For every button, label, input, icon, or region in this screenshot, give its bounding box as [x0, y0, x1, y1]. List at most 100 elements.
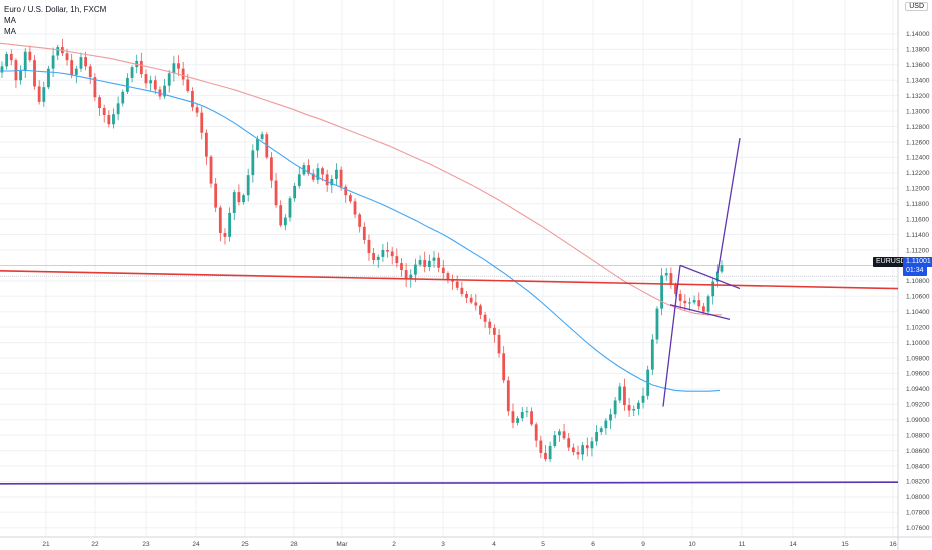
y-tick-label: 1.13800: [906, 47, 930, 54]
candle-body: [177, 63, 180, 69]
candle-body: [409, 274, 413, 280]
candle-body: [325, 174, 329, 186]
candle-body: [348, 195, 352, 202]
candle-body: [437, 257, 441, 268]
candle-body: [251, 150, 255, 176]
y-tick-label: 1.10400: [906, 309, 930, 316]
candle-body: [307, 165, 310, 174]
candle-body: [711, 281, 715, 297]
candle-body: [381, 249, 385, 257]
candle-body: [544, 452, 547, 460]
y-tick-label: 1.10000: [906, 340, 930, 347]
countdown-tag: 01:34: [903, 266, 927, 276]
y-tick-label: 1.07800: [906, 510, 930, 517]
candle-body: [567, 438, 571, 448]
candle-body: [441, 267, 445, 274]
candle-body: [130, 67, 134, 78]
candle-body: [218, 207, 222, 234]
y-tick-label: 1.08400: [906, 463, 930, 470]
candle-body: [172, 63, 176, 74]
candle-body: [311, 173, 315, 180]
y-tick-label: 1.10800: [906, 278, 930, 285]
candle-body: [455, 281, 459, 288]
flag-upper-line[interactable]: [679, 264, 741, 290]
candle-body: [288, 198, 292, 218]
moving-average-slow[interactable]: [0, 42, 722, 316]
candle-body: [5, 54, 9, 67]
candle-body: [121, 91, 125, 104]
y-tick-label: 1.08600: [906, 448, 930, 455]
candle-body: [279, 205, 283, 226]
ma-label-1[interactable]: MA: [4, 16, 16, 25]
candle-body: [460, 287, 464, 294]
candle-body: [386, 249, 389, 252]
candle-body: [191, 91, 194, 108]
candle-body: [423, 260, 427, 267]
candle-body: [102, 108, 106, 115]
candle-body: [479, 305, 482, 315]
candle-body: [446, 273, 450, 280]
candle-body: [664, 273, 668, 276]
y-tick-label: 1.11600: [906, 216, 929, 223]
candle-body: [623, 386, 626, 406]
candle-body: [0, 66, 4, 73]
x-tick-label: 5: [541, 541, 545, 548]
candle-body: [548, 445, 552, 460]
y-tick-label: 1.11400: [906, 232, 929, 239]
candle-body: [339, 169, 343, 187]
candle-body: [204, 132, 208, 157]
candle-body: [534, 424, 538, 441]
candle-body: [683, 300, 687, 304]
y-tick-label: 1.13600: [906, 62, 930, 69]
candle-body: [344, 186, 348, 196]
candle-body: [362, 226, 366, 240]
candle-body: [274, 180, 278, 206]
support-trendline[interactable]: [0, 481, 899, 485]
moving-average-fast[interactable]: [0, 69, 721, 392]
candle-body: [465, 293, 468, 298]
candle-body: [358, 214, 362, 227]
candle-body: [260, 134, 264, 139]
candle-body: [669, 273, 673, 285]
candle-body: [116, 103, 120, 115]
candle-body: [613, 400, 617, 415]
candle-body: [88, 66, 92, 78]
y-tick-label: 1.11200: [906, 247, 929, 254]
candle-body: [390, 251, 394, 257]
candle-body: [571, 447, 575, 453]
candle-body: [297, 174, 301, 186]
candle-body: [688, 302, 691, 304]
resistance-trendline[interactable]: [0, 270, 899, 290]
y-tick-label: 1.09400: [906, 386, 930, 393]
candle-body: [641, 395, 645, 403]
flag-lower-line[interactable]: [669, 304, 731, 321]
candle-body: [404, 270, 408, 280]
candle-body: [330, 179, 334, 186]
y-tick-label: 1.08800: [906, 432, 930, 439]
candle-body: [595, 432, 598, 442]
y-tick-label: 1.12600: [906, 139, 930, 146]
flagpole-line[interactable]: [662, 265, 681, 407]
candle-body: [432, 257, 436, 261]
candle-body: [618, 386, 622, 401]
candle-body: [28, 51, 32, 61]
currency-label[interactable]: USD: [905, 2, 928, 11]
x-tick-label: 10: [688, 541, 696, 548]
breakout-projection-line[interactable]: [717, 138, 741, 274]
x-tick-label: 6: [591, 541, 595, 548]
y-tick-label: 1.13400: [906, 78, 930, 85]
candle-body: [139, 60, 143, 75]
candle-body: [469, 297, 473, 303]
candle-body: [149, 80, 153, 84]
candle-body: [270, 157, 273, 181]
y-tick-label: 1.12800: [906, 124, 930, 131]
candle-body: [539, 440, 543, 453]
ma-label-2[interactable]: MA: [4, 27, 16, 36]
candle-body: [697, 300, 701, 307]
candle-body: [293, 185, 297, 199]
candle-body: [650, 339, 654, 370]
candle-body: [660, 275, 664, 309]
x-tick-label: 22: [91, 541, 99, 548]
